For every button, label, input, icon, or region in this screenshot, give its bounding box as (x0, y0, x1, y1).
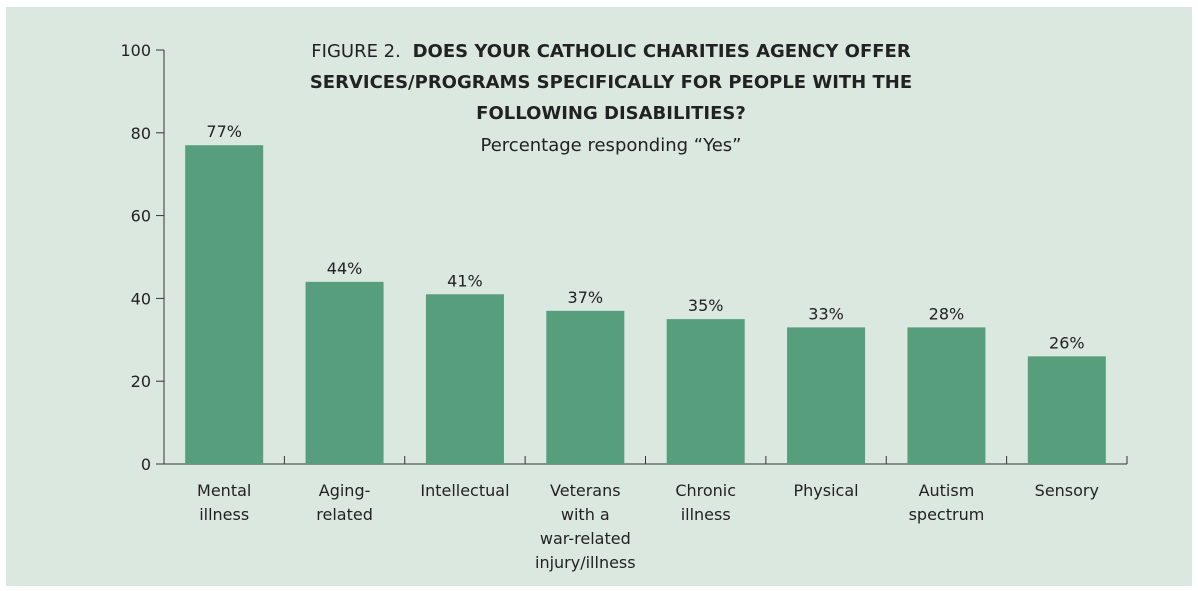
category-label: Physical (794, 481, 859, 500)
category-label: Aging-related (316, 481, 373, 524)
category-label-line: Intellectual (420, 481, 509, 500)
category-label-line: Sensory (1035, 481, 1099, 500)
y-tick-label: 60 (131, 207, 151, 226)
data-label: 37% (568, 288, 604, 307)
category-label-line: Physical (794, 481, 859, 500)
bar (305, 281, 384, 464)
y-axis: 0 20 40 60 80 100 (120, 41, 165, 474)
data-labels: 77% 44% 41% 37% 35% 33% 28% 26% (206, 122, 1084, 352)
chart-title-prefix: FIGURE 2. (311, 41, 401, 62)
category-label-line: Chronic (675, 481, 736, 500)
category-label-line: spectrum (909, 505, 985, 524)
bar (1027, 356, 1106, 464)
data-label: 28% (929, 304, 965, 323)
y-tick-label: 80 (131, 124, 151, 143)
data-label: 77% (206, 122, 242, 141)
bar (666, 319, 745, 464)
bar (907, 327, 986, 464)
bar (425, 294, 504, 464)
bar (546, 310, 625, 464)
bar (787, 327, 866, 464)
chart-title: FIGURE 2. DOES YOUR CATHOLIC CHARITIES A… (310, 41, 912, 156)
data-label: 33% (808, 304, 844, 323)
y-tick-label: 0 (141, 455, 151, 474)
chart-subtitle: Percentage responding “Yes” (481, 135, 742, 156)
y-tick-label: 20 (131, 372, 151, 391)
data-label: 41% (447, 271, 483, 290)
data-label: 26% (1049, 333, 1085, 352)
category-label-line: illness (681, 505, 731, 524)
y-tick-label: 100 (120, 41, 151, 60)
category-label-line: illness (199, 505, 249, 524)
bar (185, 145, 264, 464)
data-label: 35% (688, 296, 724, 315)
category-label-line: Mental (197, 481, 251, 500)
category-label: Sensory (1035, 481, 1099, 500)
y-tick-label: 40 (131, 289, 151, 308)
chart-title-text-1: DOES YOUR CATHOLIC CHARITIES AGENCY OFFE… (413, 41, 911, 62)
bars (185, 145, 1106, 464)
category-label-line: with a (561, 505, 610, 524)
chart-title-line-3: FOLLOWING DISABILITIES? (476, 103, 746, 124)
chart-title-line-2: SERVICES/PROGRAMS SPECIFICALLY FOR PEOPL… (310, 72, 912, 93)
category-labels: Mental illness Aging-related Intellectual Ve… (197, 481, 1099, 572)
chart-panel: FIGURE 2. DOES YOUR CATHOLIC CHARITIES A… (6, 7, 1192, 586)
category-label: Chronic illness (675, 481, 736, 524)
category-label-line: related (316, 505, 373, 524)
category-label: Veterans with a war-related injury/illness (535, 481, 636, 572)
category-label: Intellectual (420, 481, 509, 500)
category-label: Mental illness (197, 481, 251, 524)
category-label-line: Aging- (319, 481, 371, 500)
category-label-line: Autism (919, 481, 975, 500)
category-label-line: Veterans (550, 481, 621, 500)
chart-title-line-1: FIGURE 2. DOES YOUR CATHOLIC CHARITIES A… (311, 41, 911, 62)
category-label-line: war-related (540, 529, 631, 548)
category-label-line: injury/illness (535, 553, 636, 572)
data-label: 44% (327, 259, 363, 278)
category-label: Autism spectrum (909, 481, 985, 524)
bar-chart: FIGURE 2. DOES YOUR CATHOLIC CHARITIES A… (120, 41, 1128, 572)
